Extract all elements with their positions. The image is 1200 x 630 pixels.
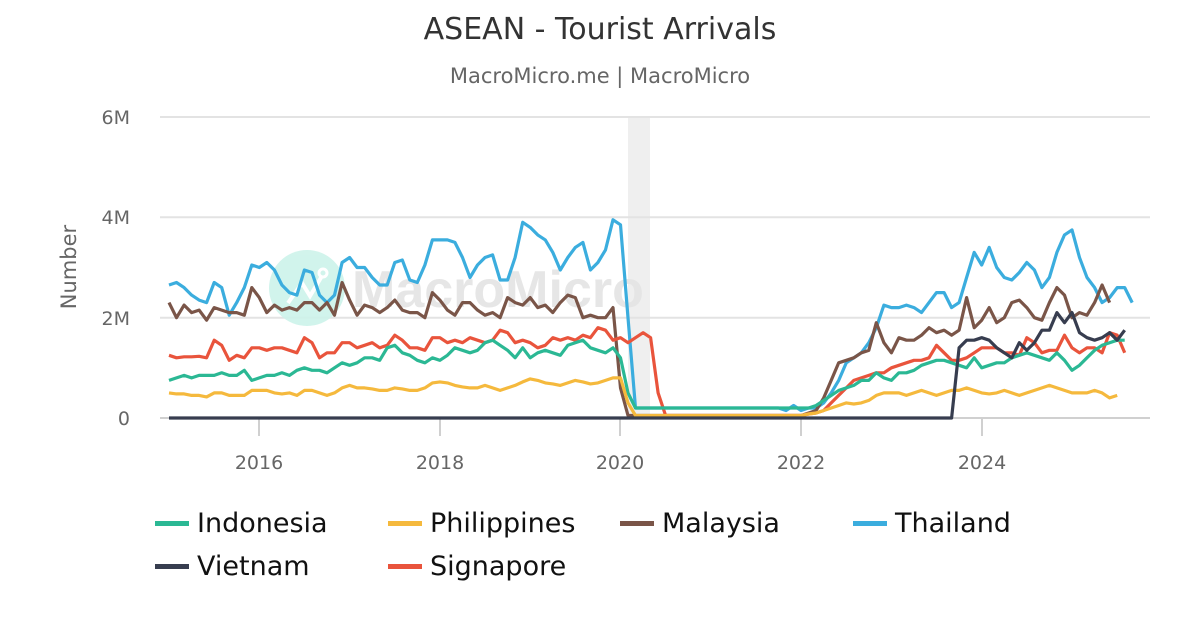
chart-title: ASEAN - Tourist Arrivals bbox=[423, 12, 777, 47]
series-line-indonesia[interactable] bbox=[168, 338, 1125, 410]
legend-item-philippines[interactable]: Philippines bbox=[388, 508, 575, 539]
legend-label: Philippines bbox=[430, 508, 576, 539]
svg-text:6M: 6M bbox=[102, 107, 130, 129]
x-axis-ticks bbox=[258, 418, 983, 436]
svg-text:2022: 2022 bbox=[777, 452, 825, 474]
svg-text:4M: 4M bbox=[102, 207, 130, 229]
legend-item-signapore[interactable]: Signapore bbox=[388, 551, 566, 582]
legend-item-thailand[interactable]: Thailand bbox=[853, 508, 1011, 539]
legend-label: Malaysia bbox=[662, 508, 780, 539]
shaded-region bbox=[628, 117, 650, 418]
legend-label: Signapore bbox=[430, 551, 567, 582]
svg-text:2020: 2020 bbox=[596, 452, 644, 474]
series-line-vietnam[interactable] bbox=[169, 311, 1126, 420]
svg-text:2M: 2M bbox=[102, 308, 130, 330]
legend-item-malaysia[interactable]: Malaysia bbox=[620, 508, 780, 539]
series-line-philippines[interactable] bbox=[168, 376, 1118, 418]
legend-label: Indonesia bbox=[197, 508, 328, 539]
y-axis-title: Number bbox=[57, 224, 81, 309]
svg-text:2018: 2018 bbox=[416, 452, 464, 474]
series-line-signapore[interactable] bbox=[168, 326, 1127, 418]
legend-swatch-icon bbox=[388, 521, 422, 526]
legend-swatch-icon bbox=[853, 521, 887, 526]
series-lines bbox=[167, 218, 1134, 420]
y-axis-labels: 0 2M 4M 6M bbox=[102, 107, 130, 430]
svg-text:2024: 2024 bbox=[958, 452, 1006, 474]
legend-swatch-icon bbox=[388, 564, 422, 569]
legend-label: Thailand bbox=[895, 508, 1011, 539]
svg-text:0: 0 bbox=[118, 408, 130, 430]
svg-text:2016: 2016 bbox=[235, 452, 283, 474]
legend-item-indonesia[interactable]: Indonesia bbox=[155, 508, 328, 539]
legend-swatch-icon bbox=[155, 564, 189, 569]
x-axis-labels: 2016 2018 2020 2022 2024 bbox=[235, 452, 1006, 474]
chart-subtitle: MacroMicro.me | MacroMicro bbox=[449, 64, 751, 88]
legend-label: Vietnam bbox=[197, 551, 310, 582]
legend-item-vietnam[interactable]: Vietnam bbox=[155, 551, 310, 582]
legend-swatch-icon bbox=[155, 521, 189, 526]
legend-swatch-icon bbox=[620, 521, 654, 526]
